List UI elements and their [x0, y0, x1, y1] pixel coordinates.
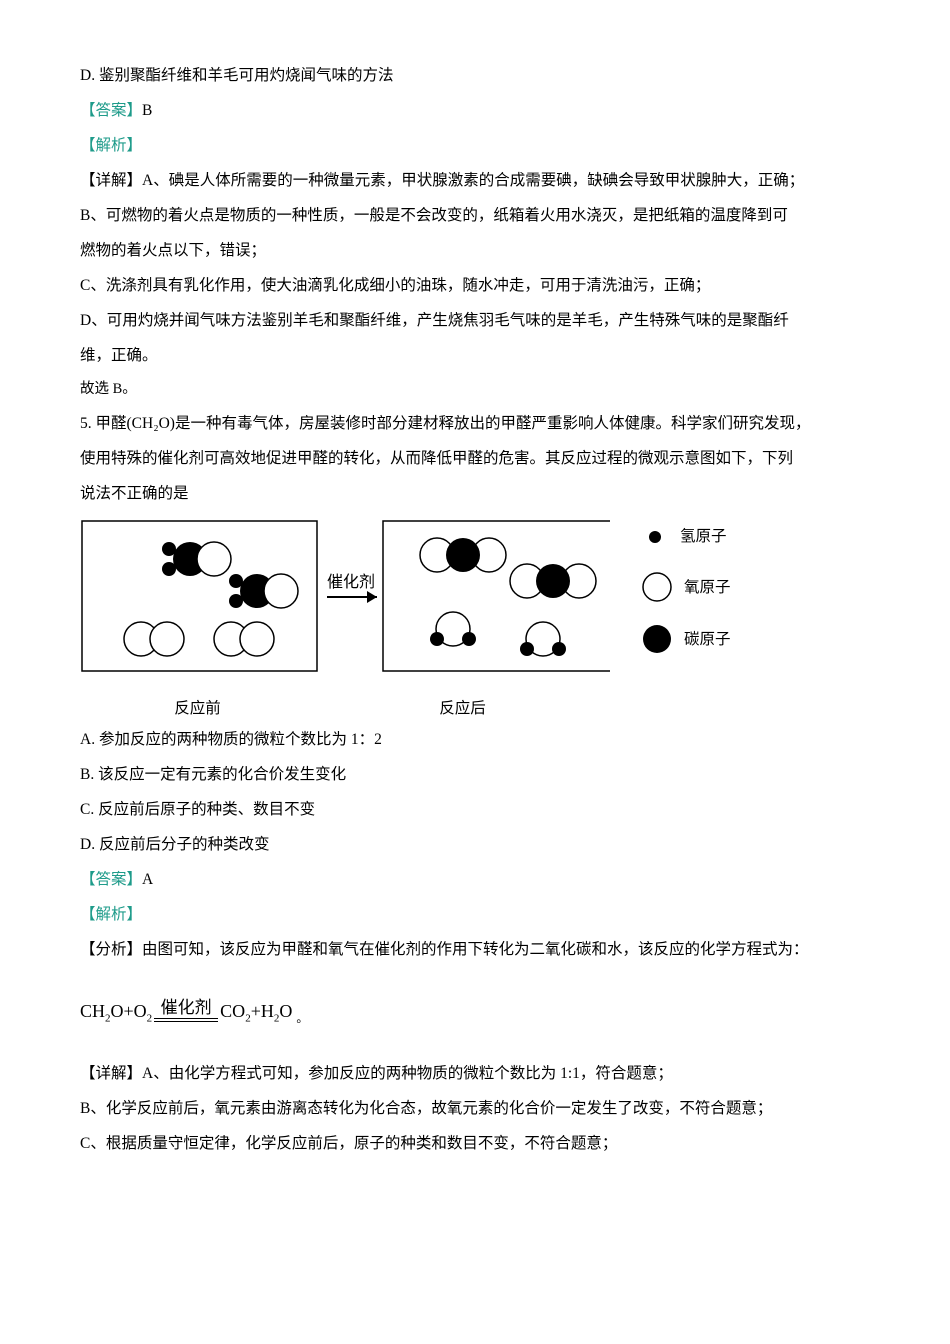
- detail-line-c: C、洗涤剂具有乳化作用，使大油滴乳化成细小的油珠，随水冲走，可用于清洗油污，正确…: [80, 270, 870, 301]
- eq-arrow: 催化剂: [154, 999, 218, 1023]
- atom-legend: 氢原子 氧原子 碳原子: [640, 519, 731, 656]
- answer2-value: A: [142, 871, 153, 888]
- detail-line-a: 【详解】A、碘是人体所需要的一种微量元素，甲状腺激素的合成需要碘，缺碘会导致甲状…: [80, 165, 870, 196]
- caption-before: 反应前: [80, 693, 315, 724]
- legend-row: 氢原子: [640, 521, 731, 552]
- q5-line1: 5. 甲醛(CH₂O)是一种有毒气体，房屋装修时部分建材释放出的甲醛严重影响人体…: [80, 408, 870, 439]
- legend-row: 碳原子: [640, 622, 731, 656]
- eq-lhs: CH2O+O2: [80, 993, 152, 1030]
- legend-label: 氧原子: [684, 572, 731, 603]
- explain-label: 【解析】: [80, 130, 870, 161]
- diagram-captions: 反应前 反应后: [80, 693, 610, 724]
- opt-b: B. 该反应一定有元素的化合价发生变化: [80, 759, 870, 790]
- opt-c: C. 反应前后原子的种类、数目不变: [80, 794, 870, 825]
- legend-label: 氢原子: [680, 521, 727, 552]
- option-d: D. 鉴别聚酯纤维和羊毛可用灼烧闻气味的方法: [80, 60, 870, 91]
- legend-row: 氧原子: [640, 570, 731, 604]
- q5-line2: 使用特殊的催化剂可高效地促进甲醛的转化，从而降低甲醛的危害。其反应过程的微观示意…: [80, 443, 870, 474]
- svg-text:催化剂: 催化剂: [327, 573, 375, 591]
- molecule-svg: 催化剂: [80, 519, 610, 679]
- answer2-label: 【答案】: [80, 871, 142, 888]
- detail-line-d2: 维，正确。: [80, 340, 870, 371]
- opt-a: A. 参加反应的两种物质的微粒个数比为 1：2: [80, 724, 870, 755]
- legend-label: 碳原子: [684, 624, 731, 655]
- detail-line-b1: B、可燃物的着火点是物质的一种性质，一般是不会改变的，纸箱着火用水浇灭，是把纸箱…: [80, 200, 870, 231]
- eq-trailing: 。: [296, 1006, 308, 1030]
- chemical-equation: CH2O+O2 催化剂 CO2+H2O 。: [80, 993, 870, 1030]
- analysis-line: 【分析】由图可知，该反应为甲醛和氧气在催化剂的作用下转化为二氧化碳和水，该反应的…: [80, 934, 870, 965]
- answer-value: B: [142, 102, 152, 119]
- detail-line-b2: 燃物的着火点以下，错误；: [80, 235, 870, 266]
- q5-line3: 说法不正确的是: [80, 478, 870, 509]
- answer-label: 【答案】: [80, 102, 142, 119]
- explain2-label: 【解析】: [80, 899, 870, 930]
- choose-b: 故选 B。: [80, 375, 870, 404]
- eq-rhs: CO2+H2O: [220, 993, 292, 1030]
- answer2-line: 【答案】A: [80, 864, 870, 895]
- detail2-line-c: C、根据质量守恒定律，化学反应前后，原子的种类和数目不变，不符合题意；: [80, 1128, 870, 1159]
- caption-after: 反应后: [315, 693, 610, 724]
- detail-line-d1: D、可用灼烧并闻气味方法鉴别羊毛和聚酯纤维，产生烧焦羽毛气味的是羊毛，产生特殊气…: [80, 305, 870, 336]
- reaction-diagram: 催化剂 氢原子 氧原子 碳原子 反应前 反应后: [80, 519, 870, 724]
- detail2-line-a: 【详解】A、由化学方程式可知，参加反应的两种物质的微粒个数比为 1:1，符合题意…: [80, 1058, 870, 1089]
- detail2-line-b: B、化学反应前后，氧元素由游离态转化为化合态，故氧元素的化合价一定发生了改变，不…: [80, 1093, 870, 1124]
- opt-d: D. 反应前后分子的种类改变: [80, 829, 870, 860]
- answer-line: 【答案】B: [80, 95, 870, 126]
